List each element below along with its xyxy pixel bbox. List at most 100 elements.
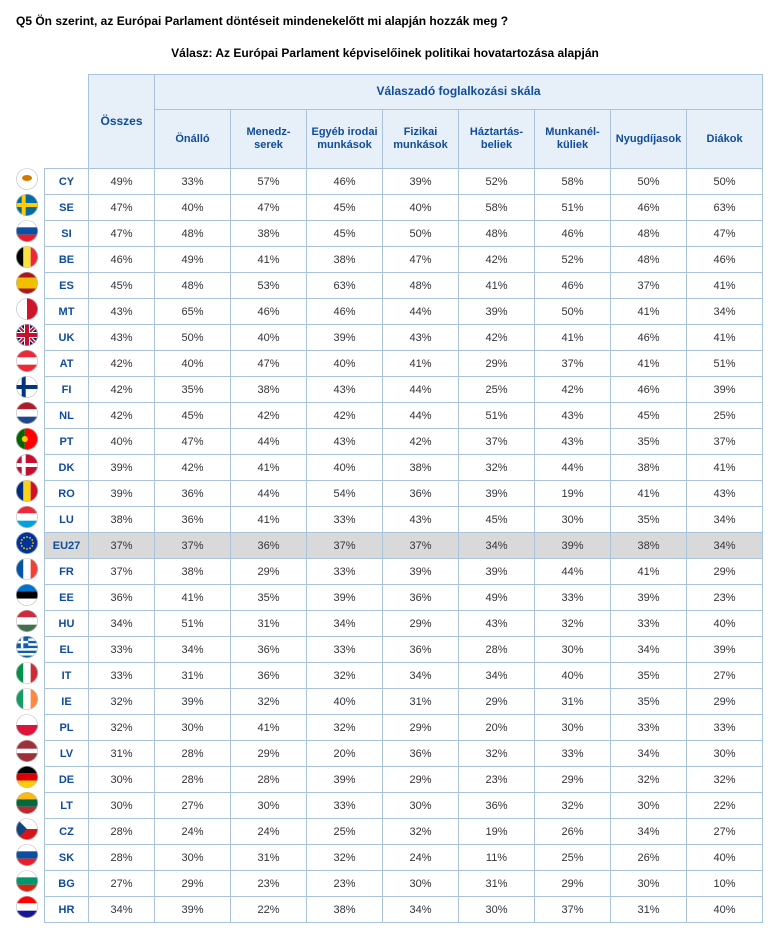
cell: 50% — [687, 169, 763, 195]
cell: 43% — [89, 325, 155, 351]
cell: 38% — [155, 559, 231, 585]
table-row: ES45%48%53%63%48%41%46%37%41% — [45, 273, 763, 299]
cell: 39% — [611, 585, 687, 611]
cell: 41% — [231, 507, 307, 533]
cell: 24% — [155, 819, 231, 845]
flag-icon — [10, 816, 44, 842]
cell: 26% — [611, 845, 687, 871]
cell: 23% — [459, 767, 535, 793]
country-code: IE — [45, 689, 89, 715]
cell: 27% — [687, 663, 763, 689]
table-row: DK39%42%41%40%38%32%44%38%41% — [45, 455, 763, 481]
cell: 41% — [459, 273, 535, 299]
cell: 35% — [611, 429, 687, 455]
cell: 46% — [307, 169, 383, 195]
cell: 49% — [155, 247, 231, 273]
flag-icon — [10, 582, 44, 608]
country-code: RO — [45, 481, 89, 507]
cell: 28% — [89, 845, 155, 871]
cell: 42% — [459, 247, 535, 273]
cell: 46% — [687, 247, 763, 273]
cell: 29% — [383, 611, 459, 637]
flag-icon — [10, 790, 44, 816]
answer-title: Válasz: Az Európai Parlament képviselőin… — [10, 46, 760, 60]
cell: 49% — [459, 585, 535, 611]
table-row: EL33%34%36%33%36%28%30%34%39% — [45, 637, 763, 663]
cell: 34% — [611, 819, 687, 845]
cell: 38% — [611, 533, 687, 559]
cell: 46% — [611, 377, 687, 403]
cell: 27% — [89, 871, 155, 897]
cell: 41% — [231, 455, 307, 481]
cell: 58% — [535, 169, 611, 195]
country-code: AT — [45, 351, 89, 377]
cell: 34% — [687, 299, 763, 325]
cell: 39% — [89, 455, 155, 481]
country-code: EU27 — [45, 533, 89, 559]
cell: 37% — [611, 273, 687, 299]
cell: 11% — [459, 845, 535, 871]
cell: 41% — [535, 325, 611, 351]
cell: 42% — [307, 403, 383, 429]
cell: 29% — [535, 767, 611, 793]
cell: 48% — [383, 273, 459, 299]
col-osszes: Összes — [89, 75, 155, 169]
cell: 37% — [383, 533, 459, 559]
cell: 40% — [687, 897, 763, 923]
cell: 34% — [307, 611, 383, 637]
cell: 30% — [155, 845, 231, 871]
cell: 44% — [535, 559, 611, 585]
table-body: CY49%33%57%46%39%52%58%50%50%SE47%40%47%… — [45, 169, 763, 923]
cell: 39% — [307, 767, 383, 793]
cell: 41% — [155, 585, 231, 611]
cell: 41% — [383, 351, 459, 377]
country-code: ES — [45, 273, 89, 299]
cell: 40% — [307, 351, 383, 377]
corner-blank — [45, 75, 89, 169]
flag-icon — [10, 686, 44, 712]
flag-icon — [10, 738, 44, 764]
cell: 31% — [459, 871, 535, 897]
country-code: UK — [45, 325, 89, 351]
col-5: Munkanél-küliek — [535, 110, 611, 169]
cell: 26% — [535, 819, 611, 845]
cell: 43% — [535, 429, 611, 455]
cell: 31% — [89, 741, 155, 767]
cell: 32% — [611, 767, 687, 793]
cell: 37% — [89, 533, 155, 559]
cell: 47% — [231, 195, 307, 221]
cell: 42% — [155, 455, 231, 481]
cell: 50% — [155, 325, 231, 351]
cell: 32% — [307, 663, 383, 689]
cell: 36% — [383, 637, 459, 663]
table-row: LU38%36%41%33%43%45%30%35%34% — [45, 507, 763, 533]
cell: 45% — [307, 195, 383, 221]
cell: 35% — [155, 377, 231, 403]
table-row: CZ28%24%24%25%32%19%26%34%27% — [45, 819, 763, 845]
cell: 43% — [459, 611, 535, 637]
cell: 30% — [383, 793, 459, 819]
cell: 23% — [687, 585, 763, 611]
cell: 46% — [231, 299, 307, 325]
cell: 38% — [231, 377, 307, 403]
cell: 30% — [459, 897, 535, 923]
cell: 37% — [155, 533, 231, 559]
cell: 44% — [383, 377, 459, 403]
cell: 25% — [687, 403, 763, 429]
cell: 28% — [89, 819, 155, 845]
cell: 22% — [687, 793, 763, 819]
cell: 57% — [231, 169, 307, 195]
cell: 31% — [611, 897, 687, 923]
cell: 53% — [231, 273, 307, 299]
cell: 36% — [383, 481, 459, 507]
country-code: SK — [45, 845, 89, 871]
cell: 30% — [231, 793, 307, 819]
question-title: Q5 Ön szerint, az Európai Parlament dönt… — [16, 14, 760, 28]
country-code: CZ — [45, 819, 89, 845]
country-code: FR — [45, 559, 89, 585]
cell: 46% — [535, 221, 611, 247]
cell: 35% — [231, 585, 307, 611]
cell: 41% — [687, 455, 763, 481]
table-row: RO39%36%44%54%36%39%19%41%43% — [45, 481, 763, 507]
cell: 46% — [535, 273, 611, 299]
